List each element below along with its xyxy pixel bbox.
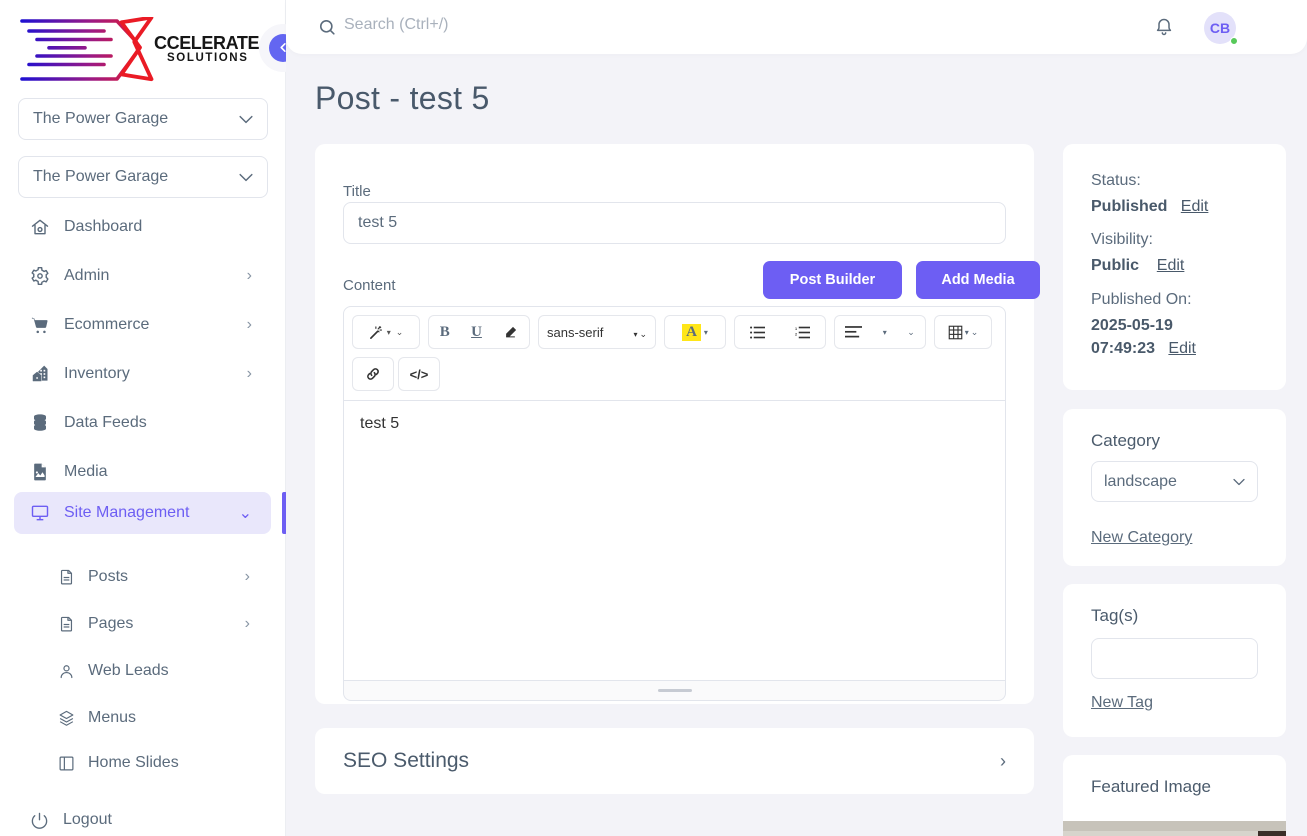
- svg-text:1: 1: [795, 327, 797, 331]
- svg-text:2: 2: [795, 332, 797, 336]
